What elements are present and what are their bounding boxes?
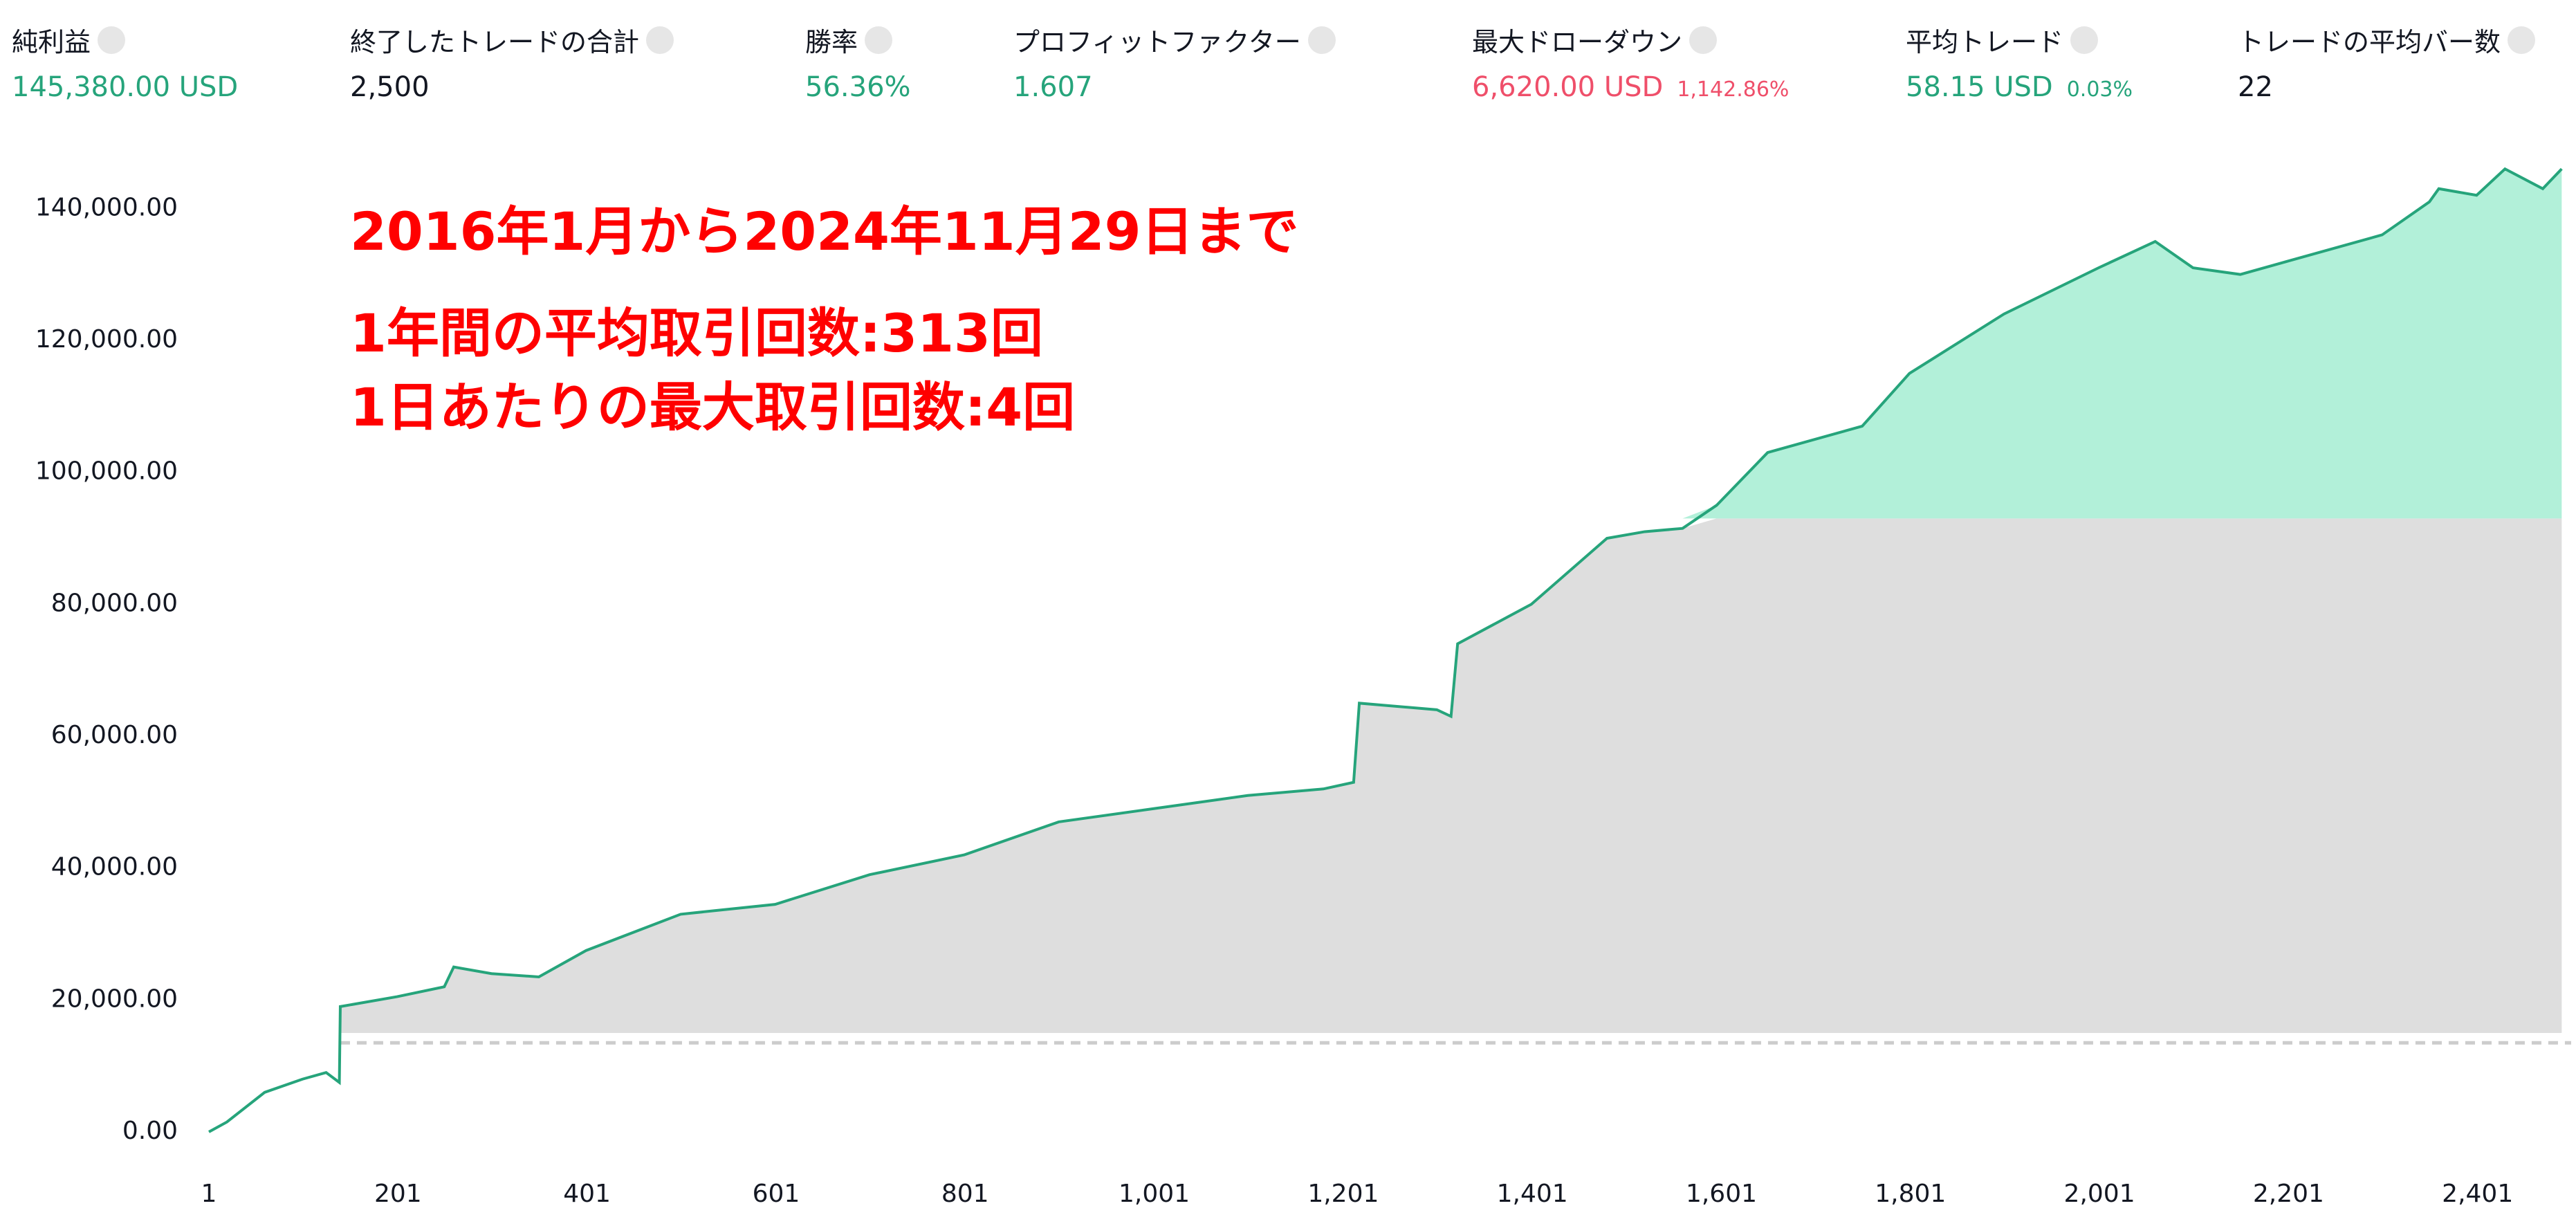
x-tick-label: 801 [941,1180,989,1208]
y-tick-label: 120,000.00 [35,325,178,354]
x-tick-label: 601 [753,1180,800,1208]
metric-value-row: 22 [2238,71,2535,103]
metric-label: プロフィットファクター [1013,27,1301,57]
metric: 純利益 145,380.00 USD [12,21,238,103]
info-icon [98,26,126,54]
annotation: 1年間の平均取引回数:313回 [350,302,1043,364]
x-tick-label: 1,001 [1119,1180,1190,1208]
y-tick-label: 140,000.00 [35,193,178,221]
metric: 平均トレード 58.15 USD 0.03% [1906,21,2133,103]
info-icon [646,26,674,54]
metric-label-row: 最大ドローダウン [1472,21,1789,59]
metric-value: 1.607 [1013,71,1093,103]
annotation: 1日あたりの最大取引回数:4回 [350,376,1075,438]
metric-label-row: 平均トレード [1906,21,2133,59]
metric-sub-value: 0.03% [2066,77,2133,102]
y-tick-label: 100,000.00 [35,457,178,486]
area-above [340,169,2562,519]
metric-value-row: 56.36% [805,71,911,103]
metric-label-row: プロフィットファクター [1013,21,1336,59]
x-tick-label: 1,801 [1875,1180,1946,1208]
info-icon [2070,26,2099,54]
metric-value: 22 [2238,71,2273,103]
annotation: 2016年1月から2024年11月29日まで [350,201,1298,262]
metric-value: 6,620.00 USD [1472,71,1664,103]
x-tick-label: 1,401 [1497,1180,1568,1208]
x-tick-label: 401 [563,1180,611,1208]
metric-value-row: 6,620.00 USD 1,142.86% [1472,71,1789,103]
metric: トレードの平均バー数 22 [2238,21,2536,103]
info-icon [865,26,893,54]
metric-label: トレードの平均バー数 [2238,27,2501,57]
x-tick-label: 2,201 [2253,1180,2324,1208]
metric: 勝率 56.36% [805,21,911,103]
metric-label: 終了したトレードの合計 [350,27,640,57]
metric: プロフィットファクター 1.607 [1013,21,1336,103]
metric-label-row: 勝率 [805,21,911,59]
info-icon [1689,26,1718,54]
metric: 最大ドローダウン 6,620.00 USD 1,142.86% [1472,21,1789,103]
metric-label: 純利益 [12,27,91,57]
x-tick-label: 1,601 [1686,1180,1757,1208]
metric: 終了したトレードの合計 2,500 [350,21,674,103]
y-tick-label: 0.00 [122,1117,178,1145]
metric-label-row: 純利益 [12,21,238,59]
metric-label-row: トレードの平均バー数 [2238,21,2536,59]
metric-value: 58.15 USD [1906,71,2053,103]
x-tick-label: 1,201 [1307,1180,1379,1208]
equity-line [208,167,2563,1133]
metric-label: 平均トレード [1906,27,2064,57]
metric-value-row: 2,500 [350,71,674,103]
metric-value: 145,380.00 USD [12,71,239,103]
area-below [340,518,2562,1033]
metric-label-row: 終了したトレードの合計 [350,21,674,59]
metric-value: 56.36% [805,71,911,103]
x-tick-label: 1 [201,1180,217,1208]
metric-value-row: 58.15 USD 0.03% [1906,71,2133,103]
y-tick-label: 40,000.00 [51,853,178,881]
metric-sub-value: 1,142.86% [1677,77,1790,102]
y-tick-label: 80,000.00 [51,589,178,617]
x-tick-label: 201 [374,1180,422,1208]
info-icon [2508,26,2536,54]
x-tick-label: 2,401 [2442,1180,2513,1208]
y-tick-label: 20,000.00 [51,985,178,1013]
metric-value-row: 145,380.00 USD [12,71,238,103]
y-tick-label: 60,000.00 [51,721,178,749]
metric-value-row: 1.607 [1013,71,1336,103]
metric-label: 最大ドローダウン [1472,27,1683,57]
info-icon [1307,26,1336,54]
metric-label: 勝率 [805,27,858,57]
metric-value: 2,500 [350,71,430,103]
x-tick-label: 2,001 [2064,1180,2135,1208]
